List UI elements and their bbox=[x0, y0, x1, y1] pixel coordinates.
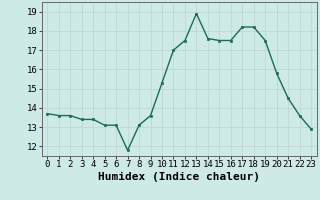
X-axis label: Humidex (Indice chaleur): Humidex (Indice chaleur) bbox=[98, 172, 260, 182]
